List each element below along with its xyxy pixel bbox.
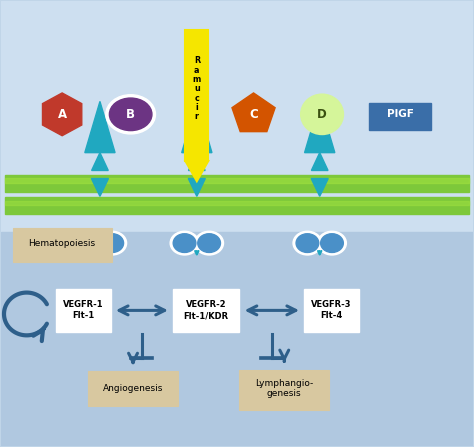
Polygon shape — [189, 152, 205, 170]
Ellipse shape — [76, 234, 99, 253]
Bar — [304, 289, 359, 332]
Bar — [5, 197, 469, 214]
Ellipse shape — [106, 95, 155, 134]
Text: D: D — [317, 108, 327, 121]
Circle shape — [301, 94, 343, 135]
Ellipse shape — [195, 231, 223, 255]
Bar — [239, 370, 329, 410]
Polygon shape — [188, 178, 205, 196]
Text: VEGFR-2
Flt-1/KDR: VEGFR-2 Flt-1/KDR — [184, 300, 229, 320]
Ellipse shape — [293, 231, 322, 255]
Ellipse shape — [170, 231, 199, 255]
Ellipse shape — [173, 234, 196, 253]
Text: VEGFR-3
Flt-4: VEGFR-3 Flt-4 — [311, 300, 352, 320]
Polygon shape — [305, 101, 335, 152]
Bar — [88, 371, 178, 406]
Bar — [173, 289, 239, 332]
Ellipse shape — [198, 234, 220, 253]
Polygon shape — [182, 101, 212, 152]
Bar — [369, 103, 431, 130]
Ellipse shape — [320, 234, 343, 253]
Polygon shape — [185, 161, 208, 181]
Ellipse shape — [101, 234, 124, 253]
Polygon shape — [311, 178, 328, 196]
Ellipse shape — [318, 231, 346, 255]
Text: PlGF: PlGF — [387, 110, 413, 119]
Text: B: B — [126, 108, 135, 121]
Bar — [0, 232, 474, 446]
Bar — [0, 1, 474, 232]
Text: C: C — [249, 108, 258, 121]
Polygon shape — [91, 152, 108, 170]
Polygon shape — [311, 152, 328, 170]
Text: R
a
m
u
c
i
r: R a m u c i r — [193, 56, 201, 121]
Bar — [5, 175, 469, 192]
Text: Hematopoiesis: Hematopoiesis — [28, 239, 96, 248]
Text: VEGFR-1
Flt-1: VEGFR-1 Flt-1 — [63, 300, 104, 320]
Bar — [5, 201, 469, 205]
Polygon shape — [85, 101, 115, 152]
Bar — [185, 30, 208, 161]
Text: Lymphangio-
genesis: Lymphangio- genesis — [255, 379, 313, 398]
Polygon shape — [91, 178, 109, 196]
Ellipse shape — [296, 234, 319, 253]
Text: A: A — [57, 108, 67, 121]
Text: Angiogenesis: Angiogenesis — [103, 384, 163, 393]
Bar — [12, 228, 112, 262]
Bar — [5, 178, 469, 182]
Bar — [56, 289, 110, 332]
Ellipse shape — [98, 231, 127, 255]
Ellipse shape — [73, 231, 102, 255]
Ellipse shape — [109, 98, 152, 131]
